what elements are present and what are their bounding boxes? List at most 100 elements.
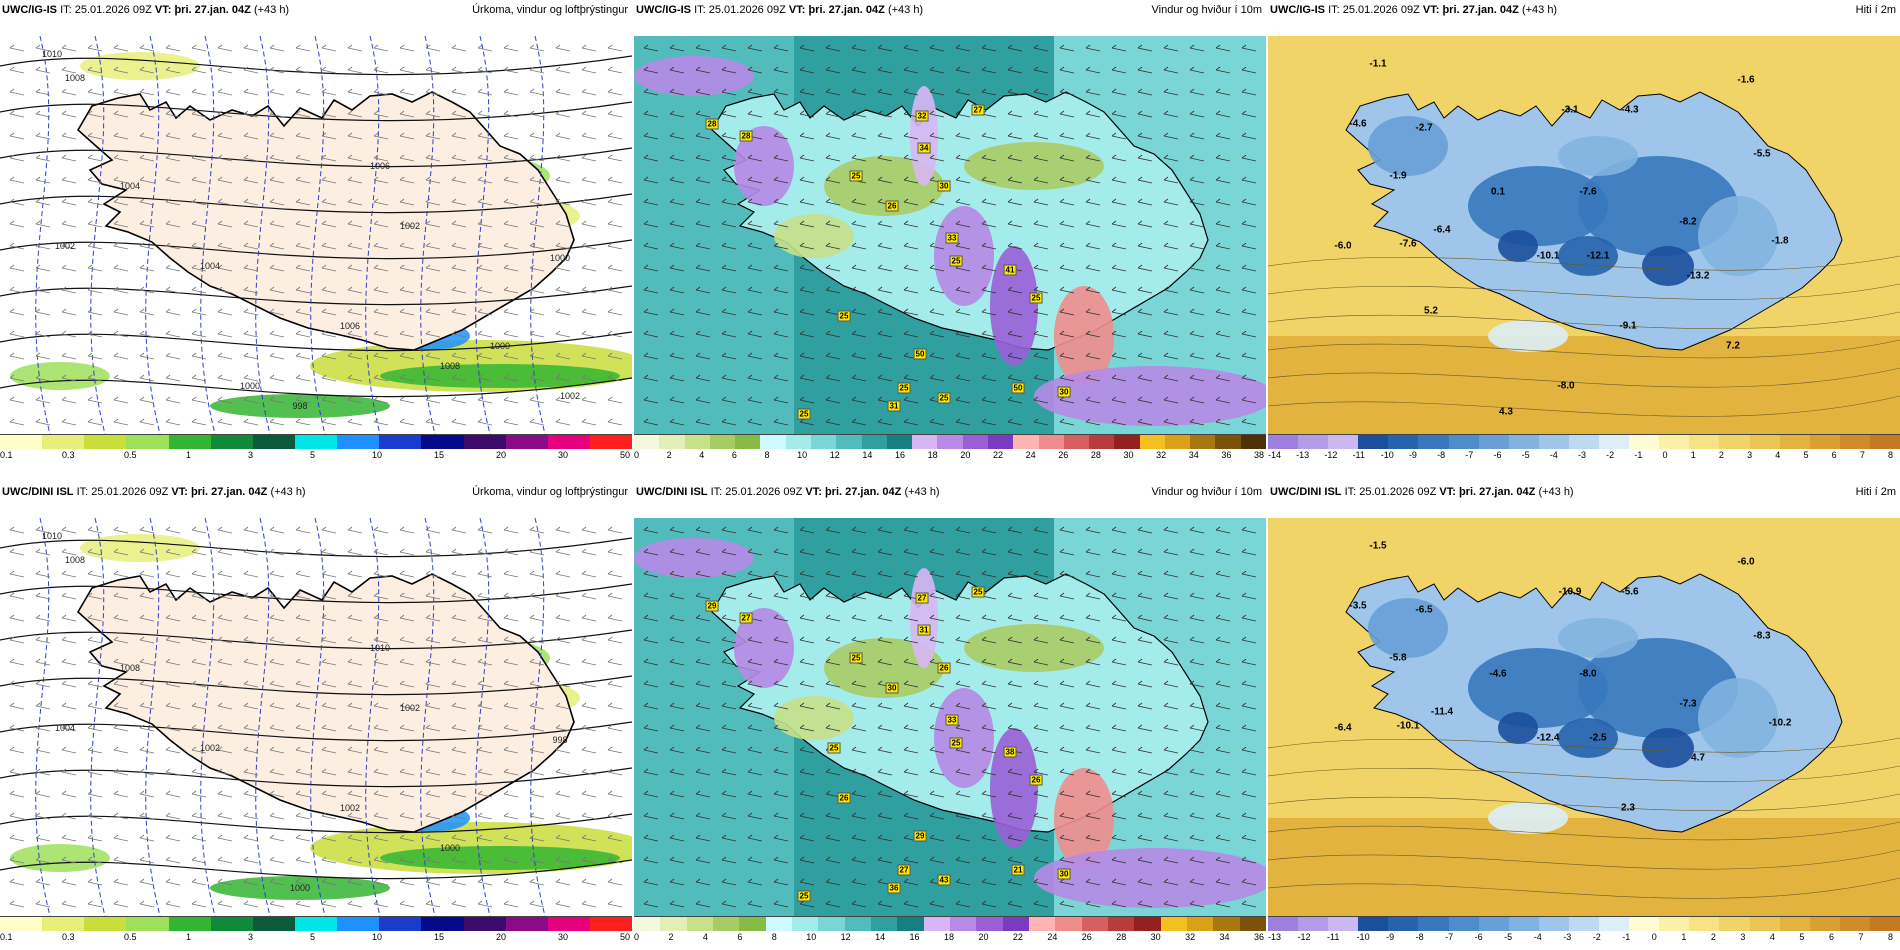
colorbar-swatch: [379, 917, 422, 931]
precip-area: [380, 846, 620, 870]
temp-area: [1642, 728, 1694, 768]
colorbar-tick-label: -6: [1493, 450, 1502, 460]
isotherm: [1268, 849, 1900, 870]
colorbar-tick-label: 7: [1858, 932, 1864, 942]
isobar-label: 1004: [119, 181, 141, 191]
temp-map-svg: [1268, 36, 1900, 434]
vt-value: þri. 27.jan. 04Z: [824, 486, 902, 498]
colorbar-swatch: [1599, 917, 1630, 931]
colorbar-tick-label: 8: [1888, 450, 1894, 460]
colorbar-swatch: [126, 435, 169, 449]
colorbar-swatch: [1869, 435, 1900, 449]
colorbar-swatch: [379, 435, 422, 449]
colorbar-tick-label: 20: [496, 450, 507, 460]
colorbar-swatch: [1418, 435, 1449, 449]
colorbar-swatch: [791, 917, 819, 931]
isotherm: [530, 36, 546, 434]
precip-area: [210, 876, 390, 900]
colorbar-tick-label: -4: [1533, 932, 1542, 942]
panel-header: UWC/DINI ISL IT: 25.01.2026 09Z VT: þri.…: [0, 482, 632, 502]
isotherm: [35, 518, 51, 916]
isobar-label: 1002: [399, 221, 421, 231]
colorbar-swatch: [1164, 435, 1191, 449]
temp-label: -1.8: [1771, 235, 1789, 247]
colorbar-tick-label: 3: [248, 450, 254, 460]
isotherm: [200, 36, 216, 434]
isotherm: [1268, 737, 1900, 753]
isotherm: [1268, 395, 1900, 417]
colorbar-tick-label: 3: [1747, 450, 1753, 460]
colorbar-tick-label: 30: [558, 932, 569, 942]
colorbar-swatch: [168, 435, 211, 449]
it-value: 25.01.2026 09Z: [1342, 4, 1420, 16]
colorbar-tick-label: 2: [1718, 450, 1724, 460]
temp-label: -5.6: [1621, 586, 1639, 598]
vt-label: VT:: [805, 486, 822, 498]
isotherm: [475, 518, 491, 916]
gust-label: 21: [1011, 864, 1025, 876]
wind-area: [990, 728, 1038, 848]
gust-label: 32: [915, 110, 929, 122]
colorbar-tick-label: -3: [1578, 450, 1587, 460]
isotherm: [255, 36, 271, 434]
lead-time: (+43 h): [1521, 4, 1558, 16]
isotherm: [420, 36, 436, 434]
temp-label: -7.6: [1579, 186, 1597, 198]
temp-area: [1698, 196, 1778, 276]
colorbar-tick-label: -10: [1380, 450, 1394, 460]
colorbar-swatch: [463, 435, 506, 449]
wind-area: [1054, 286, 1114, 386]
panel-header: UWC/IG-IS IT: 25.01.2026 09Z VT: þri. 27…: [634, 0, 1266, 20]
it-label: IT:: [710, 486, 723, 498]
temp-area: [1498, 712, 1538, 744]
colorbar-swatch: [1268, 435, 1299, 449]
colorbar-tick-label: 12: [840, 932, 851, 942]
colorbar-swatch: [1215, 435, 1241, 449]
model-name: UWC/DINI ISL: [1270, 486, 1342, 498]
isobar: [0, 147, 632, 168]
gust-label: 34: [917, 142, 931, 154]
temp-label: -10.2: [1768, 717, 1792, 729]
panel-ig-wind: UWC/IG-IS IT: 25.01.2026 09Z VT: þri. 27…: [634, 0, 1267, 460]
temp-area: [1468, 648, 1608, 728]
isotherm: [475, 36, 491, 434]
lead-time: (+43 h): [253, 4, 290, 16]
isobar-label: 1010: [369, 643, 391, 653]
isobar: [0, 239, 632, 260]
model-name: UWC/IG-IS: [636, 4, 691, 16]
colorbar-swatch: [210, 917, 253, 931]
gust-label: 33: [945, 714, 959, 726]
colorbar-tick-label: -11: [1327, 932, 1340, 942]
gust-label: 50: [913, 348, 927, 360]
vt-value: þri. 27.jan. 04Z: [1458, 486, 1536, 498]
colorbar-swatch: [1448, 435, 1479, 449]
colorbar-swatch: [1328, 917, 1359, 931]
model-name: UWC/IG-IS: [2, 4, 57, 16]
gust-label: 25: [849, 170, 863, 182]
isotherm: [310, 36, 326, 434]
colorbar-swatch: [1568, 917, 1600, 931]
colorbar-swatch: [912, 435, 938, 449]
colorbar-swatch: [1055, 917, 1082, 931]
panel-ig-temp: UWC/IG-IS IT: 25.01.2026 09Z VT: þri. 27…: [1268, 0, 1900, 460]
it-label: IT:: [1328, 4, 1340, 16]
colorbar-swatch: [505, 435, 548, 449]
colorbar-swatch: [505, 917, 548, 931]
colorbar-swatch: [126, 917, 169, 931]
wind-area: [990, 246, 1038, 366]
vt-label: VT:: [1422, 4, 1440, 16]
colorbar-tick-label: 15: [434, 450, 445, 460]
panel-header: UWC/IG-IS IT: 25.01.2026 09Z VT: þri. 27…: [0, 0, 632, 20]
colorbar-tick-label: 8: [1888, 932, 1894, 942]
vt-label: VT:: [1439, 486, 1456, 498]
vt-label: VT:: [154, 4, 172, 16]
colorbar-tick-label: 32: [1156, 450, 1167, 460]
colorbar-tick-label: 0.5: [124, 450, 137, 460]
colorbar: [1268, 916, 1900, 931]
colorbar: [634, 434, 1267, 449]
gust-label: 26: [1029, 774, 1043, 786]
colorbar-tick-label: 4: [699, 450, 705, 460]
colorbar-swatch: [735, 435, 761, 449]
wind-area: [1034, 366, 1266, 426]
isobar-label: 998: [552, 735, 568, 745]
